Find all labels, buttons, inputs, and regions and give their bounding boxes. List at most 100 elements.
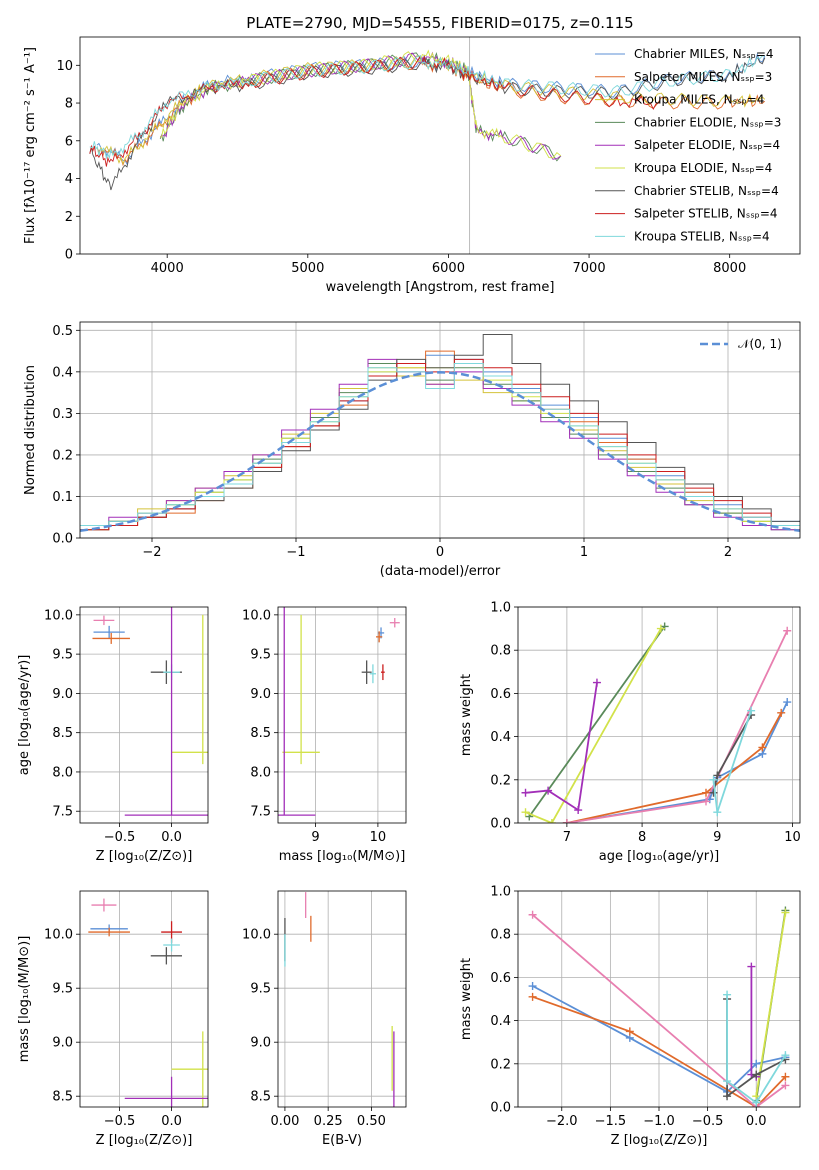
x-tick-label: 9	[713, 830, 721, 845]
y-tick-label: 8	[65, 97, 73, 112]
y-tick-label: 6	[65, 134, 73, 149]
data-marker	[758, 743, 767, 752]
y-tick-label: 9.5	[52, 648, 73, 663]
x-tick-label: 8000	[713, 261, 746, 276]
legend-label: Chabrier ELODIE, Nₛₛₚ=3	[634, 115, 781, 129]
plot-area	[284, 892, 395, 1107]
x-tick-label: −1	[286, 545, 305, 560]
x-tick-label: −2	[142, 545, 161, 560]
y-tick-label: 8.0	[250, 765, 271, 780]
x-axis-label: Z [log₁₀(Z/Z⊙)]	[96, 1133, 193, 1148]
axes-frame	[277, 606, 407, 824]
axes-frame	[517, 606, 801, 824]
data-marker	[723, 1077, 732, 1086]
y-tick-label: 0.4	[490, 1014, 511, 1029]
x-tick-label: 0.00	[270, 1114, 299, 1129]
y-tick-label: 9.0	[250, 687, 271, 702]
data-marker	[713, 771, 722, 780]
data-marker	[656, 624, 665, 633]
y-tick-label: 0.8	[490, 928, 511, 943]
data-marker	[723, 990, 732, 999]
data-marker	[723, 1092, 732, 1101]
data-marker	[781, 1051, 790, 1060]
y-axis-label: Flux [fλ10⁻¹⁷ erg cm⁻² s⁻¹ A⁻¹]	[23, 47, 38, 244]
data-marker	[562, 819, 571, 823]
x-tick-label: −1.0	[643, 1114, 675, 1129]
x-tick-label: −0.5	[104, 1114, 136, 1129]
y-tick-label: 0.2	[490, 773, 511, 788]
y-tick-label: 7.5	[250, 805, 271, 820]
data-marker	[521, 788, 530, 797]
data-marker	[547, 819, 556, 823]
x-tick-label: 8	[638, 830, 646, 845]
legend-label: Salpeter ELODIE, Nₛₛₚ=4	[634, 138, 780, 152]
y-tick-label: 0.1	[52, 490, 73, 505]
histogram-chabrier-stelib	[80, 333, 800, 527]
x-axis-label: age [log₁₀(age/yr)]	[599, 849, 720, 864]
y-tick-label: 8.5	[250, 726, 271, 741]
y-tick-label: 0.3	[52, 407, 73, 422]
y-tick-label: 10	[56, 59, 73, 74]
mass-weight-line-salpeter-miles	[566, 712, 782, 823]
x-axis-label: E(B-V)	[322, 1133, 362, 1148]
plot-area	[89, 37, 766, 254]
data-marker	[702, 788, 710, 797]
y-tick-label: 4	[65, 172, 73, 187]
axes-frame	[79, 36, 801, 255]
legend-label: Chabrier MILES, Nₛₛₚ=4	[634, 47, 774, 61]
x-tick-label: 9	[311, 830, 319, 845]
y-tick-label: 8.0	[52, 765, 73, 780]
y-tick-label: 9.0	[250, 1036, 271, 1051]
x-tick-label: −2.0	[546, 1114, 578, 1129]
spectrum-panel: 4000 5000 6000 7000 8000 0 2 4 6 8 10 wavelength [A…	[23, 36, 801, 295]
axes-frame	[517, 890, 801, 1108]
normal-curve	[80, 371, 800, 532]
mass-weight-line-kroupa-elodie	[755, 912, 787, 1097]
y-tick-label: 8.5	[52, 1090, 73, 1105]
y-tick-label: 0.6	[490, 687, 511, 702]
mass-weight-line-salpeter-miles	[532, 995, 787, 1107]
x-tick-label: 0.0	[746, 1114, 767, 1129]
data-marker	[783, 698, 792, 707]
x-tick-label: 1	[580, 545, 588, 560]
data-marker	[777, 708, 786, 717]
plot-area	[521, 622, 792, 823]
data-marker	[781, 1072, 790, 1081]
data-marker	[521, 808, 530, 817]
mass-vs-metallicity-panel: −0.5 0.0 8.5 9.0 9.5 10.0 Z [log₁₀(Z/Z⊙)] mass …	[17, 890, 209, 1148]
x-tick-label: 7000	[573, 261, 606, 276]
y-axis-label: Normed distribution	[23, 365, 38, 495]
data-marker	[528, 982, 537, 991]
axes-frame	[277, 890, 407, 1108]
y-axis-label: mass weight	[459, 674, 474, 756]
data-marker	[752, 1059, 761, 1068]
y-tick-label: 10.0	[242, 928, 271, 943]
x-tick-label: 6000	[432, 261, 465, 276]
mass-vs-ebv-panel: 0.00 0.25 0.50 8.5 9.0 9.5 10.0 E(B-V)	[242, 890, 407, 1148]
spectrum-line-salpeter-stelib	[89, 55, 660, 167]
y-tick-label: 1.0	[490, 601, 511, 616]
data-marker	[574, 806, 583, 815]
y-tick-label: 0.4	[52, 365, 73, 380]
mass-weight-line-pink	[532, 914, 786, 1107]
mass-weight-line-salpeter-elodie	[750, 966, 757, 1078]
y-tick-label: 9.5	[250, 982, 271, 997]
plot-area	[80, 333, 800, 532]
data-marker	[528, 910, 537, 919]
data-marker	[528, 992, 537, 1001]
mass-weight-vs-age-panel: 7 8 9 10 0.0 0.2 0.4 0.6 0.8 1.0 age [log₁₀(age/yr…	[459, 601, 801, 865]
data-marker	[544, 786, 553, 795]
y-tick-label: 7.5	[52, 805, 73, 820]
y-tick-label: 9.5	[52, 982, 73, 997]
legend-label: Salpeter MILES, Nₛₛₚ=3	[634, 70, 772, 84]
x-axis-label: mass [log₁₀(M/M⊙)]	[279, 849, 406, 864]
y-tick-label: 0.4	[490, 730, 511, 745]
axes-frame	[79, 890, 209, 1108]
x-tick-label: 10	[370, 830, 387, 845]
x-tick-label: −0.5	[104, 830, 136, 845]
data-marker	[713, 808, 722, 817]
data-marker	[781, 1081, 790, 1090]
x-axis-label: (data-model)/error	[380, 564, 501, 579]
x-tick-label: 0.0	[161, 830, 182, 845]
